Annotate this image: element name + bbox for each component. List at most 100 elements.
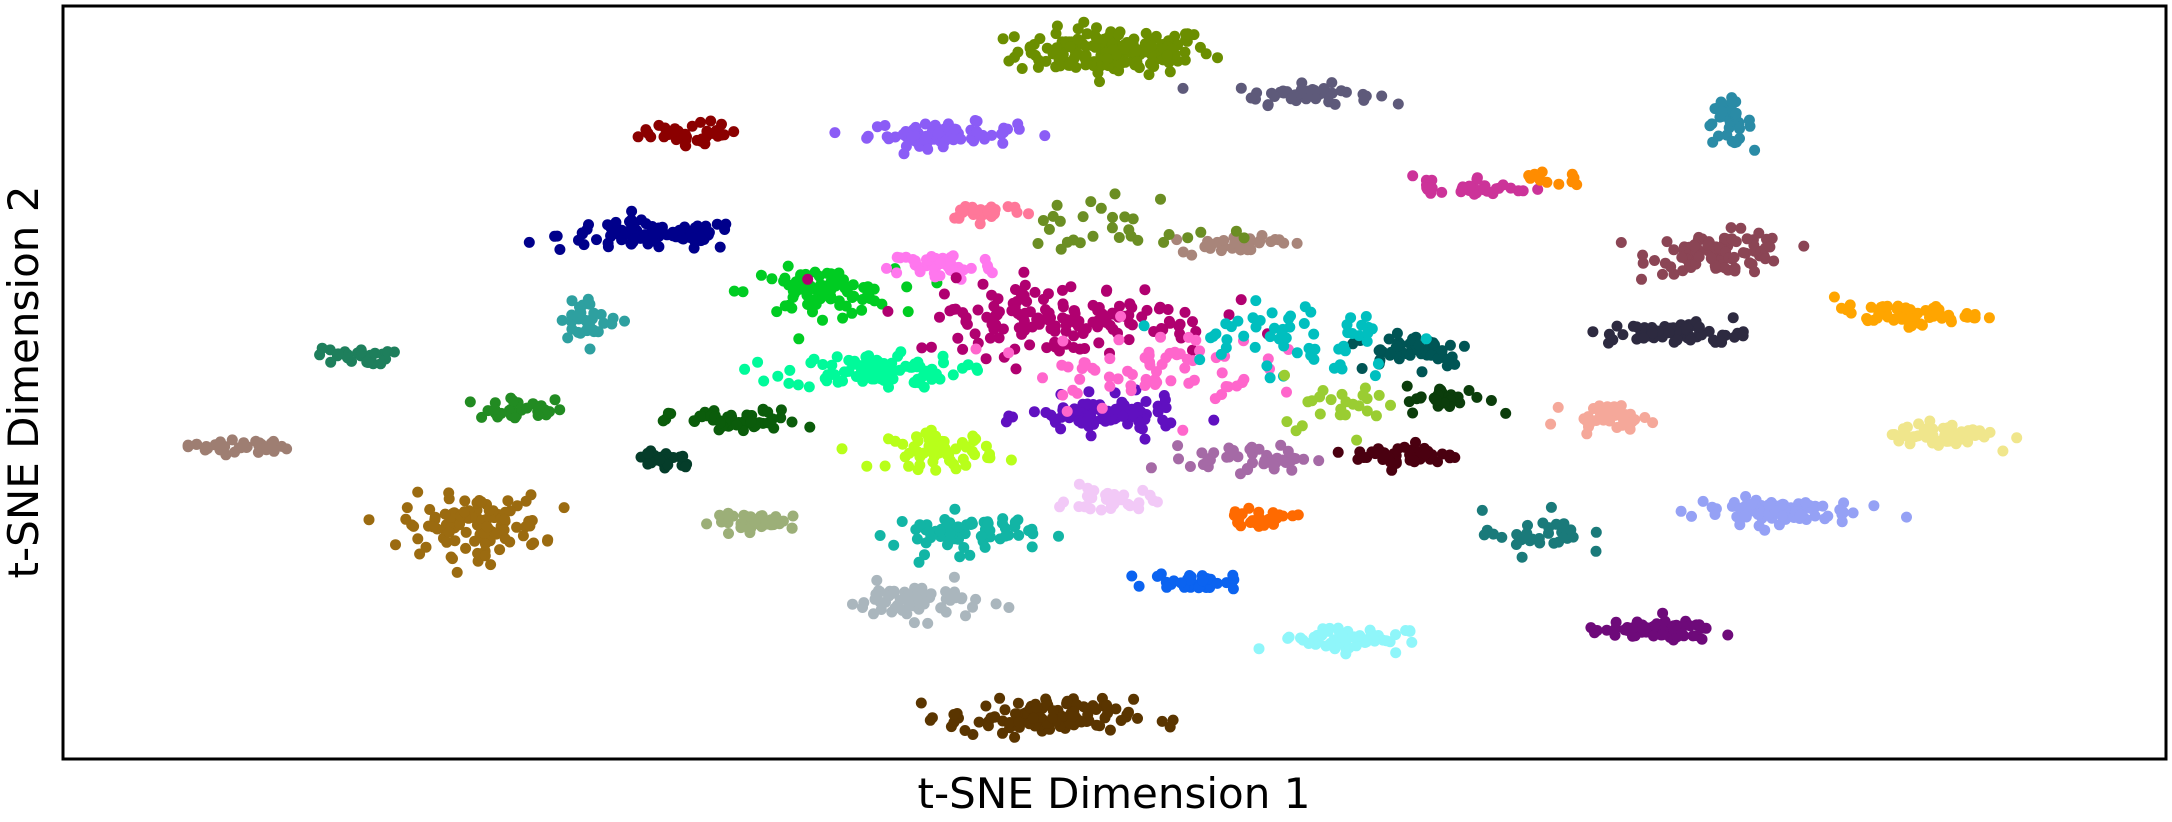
data-point: [829, 127, 841, 139]
data-point: [1962, 311, 1973, 323]
data-point: [825, 293, 837, 305]
data-point: [947, 369, 959, 381]
data-point: [1997, 445, 2009, 457]
data-point: [1115, 310, 1127, 322]
data-point: [784, 364, 796, 376]
data-point: [1229, 506, 1241, 518]
data-point: [1137, 484, 1149, 496]
data-point: [1341, 319, 1353, 331]
data-point: [1746, 498, 1758, 510]
data-point: [1639, 412, 1651, 423]
data-point: [1743, 114, 1755, 126]
data-point: [476, 411, 488, 423]
data-point: [1595, 410, 1606, 421]
data-point: [923, 526, 935, 538]
data-point: [1202, 455, 1214, 466]
data-point: [1373, 389, 1385, 401]
data-point: [1279, 369, 1290, 381]
data-point: [1340, 648, 1352, 660]
data-point: [1263, 513, 1275, 525]
data-point: [1144, 356, 1156, 368]
data-point: [1407, 407, 1419, 419]
data-point: [1734, 502, 1746, 514]
data-point: [817, 314, 828, 326]
data-point: [485, 559, 497, 571]
data-point: [1139, 380, 1151, 391]
data-point: [1151, 570, 1163, 582]
data-point: [1165, 375, 1177, 387]
data-point: [1253, 443, 1265, 455]
data-point: [909, 582, 921, 594]
data-point: [1895, 431, 1907, 443]
data-point: [926, 251, 937, 262]
data-point: [1081, 28, 1093, 40]
data-point: [1163, 315, 1175, 327]
data-point: [576, 227, 588, 239]
data-point: [1026, 523, 1038, 535]
data-point: [1277, 85, 1289, 97]
data-point: [1346, 328, 1358, 339]
data-point: [1021, 296, 1033, 307]
data-point: [1195, 226, 1207, 238]
data-point: [1208, 414, 1220, 426]
data-point: [775, 412, 787, 424]
data-point: [695, 116, 706, 128]
data-point: [912, 435, 924, 447]
data-point: [1227, 583, 1239, 595]
data-point: [1705, 252, 1717, 264]
data-point: [1019, 279, 1031, 291]
data-point: [1262, 100, 1274, 112]
data-point: [871, 354, 883, 366]
data-point: [1930, 307, 1942, 319]
data-point: [1619, 624, 1631, 636]
data-point: [1261, 360, 1273, 372]
data-point: [858, 597, 870, 609]
data-point: [1145, 462, 1157, 474]
data-point: [1032, 238, 1044, 249]
data-point: [1335, 85, 1347, 97]
data-point: [889, 435, 901, 447]
data-point: [1702, 239, 1714, 251]
data-point: [1436, 345, 1448, 357]
data-point: [1657, 607, 1669, 619]
data-point: [722, 510, 734, 522]
data-point: [999, 704, 1011, 716]
data-point: [948, 716, 960, 728]
data-point: [1637, 249, 1649, 261]
data-point: [602, 241, 614, 253]
data-point: [1139, 284, 1151, 296]
data-point: [871, 121, 883, 133]
data-point: [731, 419, 743, 431]
data-point: [1249, 341, 1261, 353]
data-point: [562, 332, 574, 344]
data-point: [903, 460, 915, 472]
data-point: [1208, 447, 1220, 459]
data-point: [1609, 629, 1621, 641]
data-point: [1665, 261, 1677, 273]
data-point: [1844, 299, 1856, 311]
data-point: [944, 534, 956, 546]
data-point: [1282, 445, 1294, 457]
data-point: [375, 358, 387, 370]
data-point: [739, 363, 751, 375]
data-point: [1360, 90, 1372, 102]
data-point: [591, 234, 602, 246]
data-point: [711, 218, 723, 230]
data-point: [939, 514, 951, 525]
data-point: [745, 416, 757, 428]
data-point: [891, 267, 903, 279]
data-point: [929, 271, 941, 283]
data-point: [918, 447, 930, 459]
data-point: [984, 332, 996, 344]
data-point: [1057, 298, 1069, 310]
data-point: [511, 521, 523, 533]
data-point: [977, 278, 989, 290]
data-point: [1104, 380, 1116, 392]
data-point: [1340, 396, 1352, 408]
data-point: [932, 127, 944, 139]
data-point: [1291, 237, 1303, 249]
data-point: [1392, 98, 1404, 110]
data-point: [1608, 401, 1620, 413]
data-point: [1426, 182, 1438, 194]
data-point: [1266, 87, 1277, 99]
